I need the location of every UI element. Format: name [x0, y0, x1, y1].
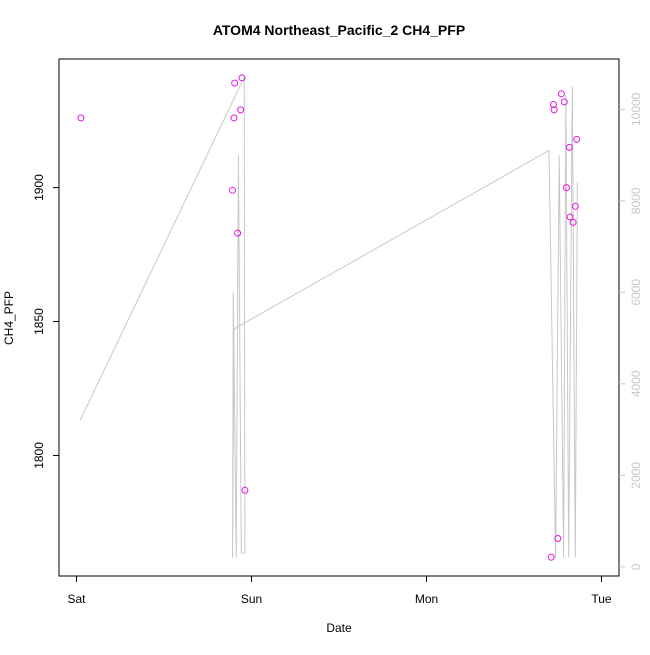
data-point [77, 114, 85, 122]
x-axis-label: Date [326, 621, 352, 635]
data-point [547, 553, 555, 561]
data-point [560, 98, 568, 106]
y-tick-label: 1900 [32, 174, 46, 201]
y2-tick-label: 2000 [629, 462, 643, 489]
x-tick-label: Sat [67, 592, 86, 606]
data-point [549, 101, 557, 108]
data-point [237, 106, 245, 114]
data-point [569, 218, 577, 226]
data-point [231, 79, 239, 87]
y-tick-label: 1800 [32, 442, 46, 469]
data-point [554, 535, 562, 542]
data-point [238, 74, 246, 82]
series-line [79, 77, 578, 558]
y-axis-label: CH4_PFP [2, 291, 16, 345]
data-point [573, 135, 581, 143]
x-tick-label: Mon [415, 592, 438, 606]
x-tick-label: Tue [591, 592, 612, 606]
data-point [234, 229, 242, 237]
plot-frame [58, 58, 620, 577]
data-point [241, 486, 249, 494]
data-point [566, 213, 574, 221]
y2-tick-label: 6000 [629, 279, 643, 306]
y-tick-label: 1850 [32, 308, 46, 335]
data-point [565, 143, 573, 151]
data-point [563, 184, 570, 192]
data-point [550, 106, 558, 114]
data-point [571, 202, 579, 210]
y2-tick-label: 4000 [629, 370, 643, 397]
y2-tick-label: 0 [629, 563, 643, 570]
x-tick-label: Sun [241, 592, 262, 606]
y2-tick-label: 10000 [629, 92, 643, 126]
data-point [230, 114, 238, 122]
data-point [557, 90, 565, 98]
y2-tick-label: 8000 [629, 187, 643, 214]
chart-title: ATOM4 Northeast_Pacific_2 CH4_PFP [213, 22, 465, 38]
data-point [229, 186, 236, 194]
